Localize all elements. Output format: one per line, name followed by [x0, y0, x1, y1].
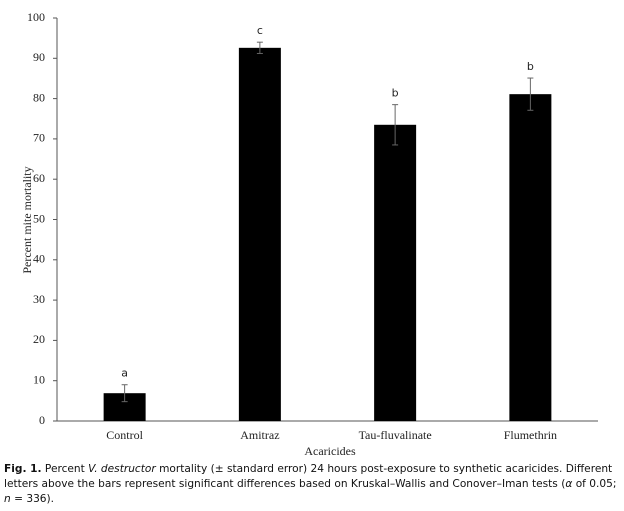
- significance-letter: a: [121, 367, 128, 380]
- x-tick-label: Tau-fluvalinate: [359, 428, 432, 442]
- significance-letter: c: [257, 24, 263, 37]
- x-tick-label: Control: [106, 428, 143, 442]
- caption-symbol: α: [565, 478, 573, 490]
- y-tick-label: 10: [33, 372, 45, 386]
- y-tick-label: 70: [33, 131, 45, 145]
- x-tick-label: Flumethrin: [504, 428, 557, 442]
- chart: Percent mite mortality Acaricides 0 10 20 3…: [20, 10, 598, 455]
- caption-text: mortality (± standard error) 24 hours po…: [4, 463, 613, 490]
- caption: Fig. 1. Percent V. destructor mortality …: [4, 462, 620, 507]
- significance-letter: b: [392, 87, 399, 100]
- caption-symbol: n: [4, 493, 11, 505]
- bar: [374, 124, 417, 422]
- caption-species: V. destructor: [88, 463, 156, 475]
- y-tick-label: 100: [27, 10, 45, 24]
- significance-letter: b: [527, 60, 534, 73]
- caption-label: Fig. 1.: [4, 463, 42, 475]
- y-tick-label: 90: [33, 50, 45, 64]
- bar: [509, 94, 552, 422]
- caption-text: Percent: [41, 463, 89, 475]
- y-tick-label: 60: [33, 171, 45, 185]
- caption-text: of 0.05;: [572, 478, 617, 490]
- y-tick-label: 80: [33, 90, 45, 104]
- error-bar: [392, 104, 399, 146]
- y-tick-label: 30: [33, 292, 45, 306]
- y-tick-label: 0: [39, 413, 45, 427]
- y-tick-label: 50: [33, 211, 45, 225]
- error-bar: [527, 77, 534, 111]
- y-tick-label: 20: [33, 332, 45, 346]
- caption-text: = 336).: [10, 493, 55, 505]
- error-bar: [256, 41, 263, 54]
- bar: [238, 47, 281, 422]
- y-axis-title: Percent mite mortality: [20, 166, 34, 273]
- error-bar: [121, 384, 128, 403]
- y-tick-label: 40: [33, 252, 45, 266]
- x-tick-label: Amitraz: [240, 428, 279, 442]
- x-axis-title: Acaricides: [304, 444, 356, 455]
